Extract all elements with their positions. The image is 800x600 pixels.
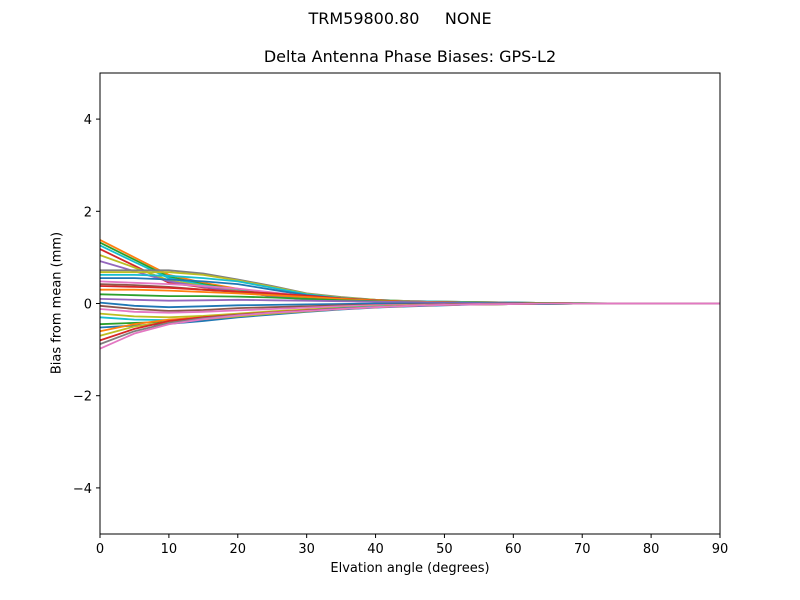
- y-tick-label: 2: [84, 205, 92, 220]
- chart-title: Delta Antenna Phase Biases: GPS-L2: [263, 47, 557, 66]
- x-tick-label: 70: [574, 542, 591, 557]
- y-axis-ticks: −4 −2 0 2 4: [73, 113, 100, 497]
- x-axis-label: Elvation angle (degrees): [330, 561, 490, 576]
- x-tick-label: 60: [505, 542, 522, 557]
- x-tick-label: 90: [712, 542, 729, 557]
- series-line: [99, 302, 720, 333]
- x-tick-label: 30: [298, 542, 315, 557]
- series-line: [99, 302, 720, 350]
- x-axis-ticks: 0 10 20 30 40 50 60 70 80 90: [96, 534, 728, 557]
- data-series-lines: [99, 239, 720, 350]
- x-tick-label: 20: [230, 542, 247, 557]
- y-tick-label: −2: [73, 390, 92, 405]
- x-tick-label: 50: [436, 542, 453, 557]
- x-tick-label: 0: [96, 542, 104, 557]
- y-tick-label: −4: [73, 482, 92, 497]
- x-tick-label: 40: [367, 542, 384, 557]
- y-axis-label: Bias from mean (mm): [49, 231, 65, 375]
- y-tick-label: 4: [84, 113, 92, 128]
- x-tick-label: 80: [643, 542, 660, 557]
- y-tick-label: 0: [84, 298, 92, 313]
- figure-suptitle: TRM59800.80 NONE: [308, 9, 492, 28]
- x-tick-label: 10: [161, 542, 178, 557]
